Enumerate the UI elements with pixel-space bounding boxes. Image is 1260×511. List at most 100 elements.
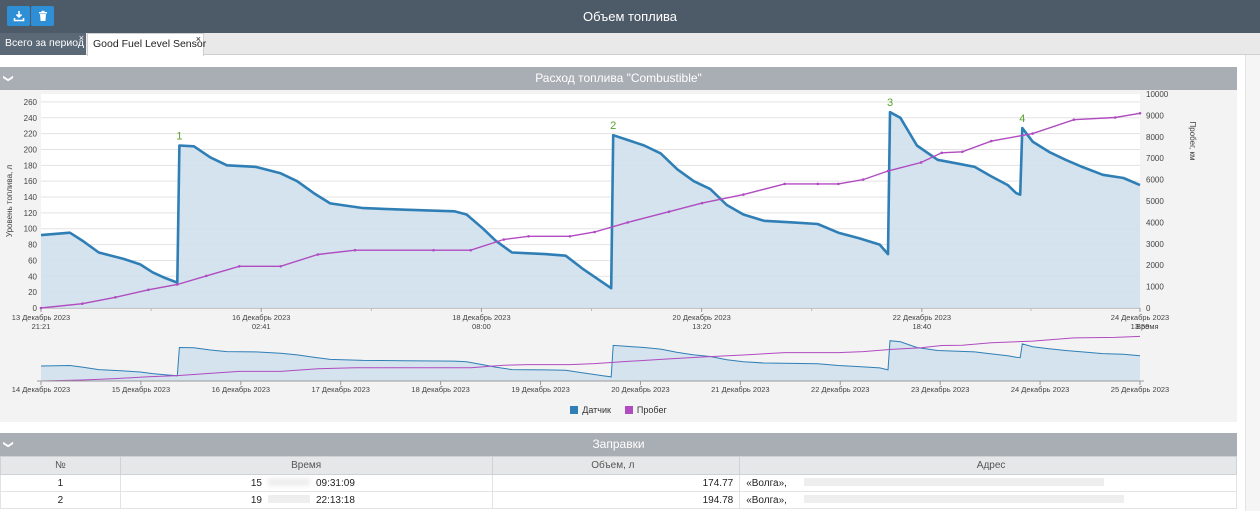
tab-label: Всего за период bbox=[5, 37, 84, 49]
navigator-tick-label: 17 Декабрь 2023 bbox=[312, 385, 370, 394]
navigator-tick-label: 16 Декабрь 2023 bbox=[212, 385, 270, 394]
y2-tick-label: 1000 bbox=[1146, 283, 1164, 292]
navigator-mileage-line bbox=[40, 335, 1141, 382]
mileage-point bbox=[81, 302, 84, 306]
mileage-point bbox=[1072, 118, 1076, 121]
mileage-point bbox=[886, 169, 890, 173]
mileage-point bbox=[626, 221, 629, 224]
y2-tick-label: 6000 bbox=[1146, 176, 1164, 185]
x-tick-label: 08:00 bbox=[472, 322, 491, 331]
mileage-point bbox=[502, 238, 506, 241]
table-row[interactable]: 1 15 09:31:09 174.77 «Волга», bbox=[0, 474, 1237, 492]
title-bar: Объем топлива bbox=[0, 0, 1260, 33]
legend-swatch bbox=[570, 406, 579, 414]
column-header-volume[interactable]: Объем, л bbox=[491, 456, 741, 475]
chevron-down-icon[interactable]: ❯ bbox=[2, 74, 14, 83]
y2-tick-label: 8000 bbox=[1146, 133, 1164, 142]
window-title: Объем топлива bbox=[583, 9, 677, 24]
refuel-section-title: Заправки bbox=[592, 437, 645, 451]
chevron-down-icon[interactable]: ❯ bbox=[2, 440, 14, 449]
y-tick-label: 40 bbox=[28, 272, 37, 281]
navigator-tick-label: 15 Декабрь 2023 bbox=[112, 385, 170, 394]
x-axis-label: Время bbox=[1136, 322, 1159, 331]
mileage-point bbox=[316, 253, 320, 256]
column-header-time[interactable]: Время bbox=[119, 456, 493, 475]
refuel-marker-label: 3 bbox=[887, 97, 893, 109]
y-tick-label: 260 bbox=[24, 98, 38, 107]
navigator-tick-label: 22 Декабрь 2023 bbox=[811, 385, 869, 394]
y-tick-label: 140 bbox=[24, 193, 38, 202]
navigator-tick-label: 18 Декабрь 2023 bbox=[411, 385, 469, 394]
mileage-point bbox=[861, 178, 865, 181]
delete-button[interactable] bbox=[31, 6, 54, 26]
refuel-marker-label: 2 bbox=[610, 120, 616, 132]
refuel-section-header[interactable]: ❯ Заправки bbox=[0, 433, 1237, 456]
mileage-point bbox=[667, 210, 671, 213]
x-tick-label: 16 Декабрь 2023 bbox=[232, 313, 290, 322]
vertical-scrollbar[interactable] bbox=[1245, 55, 1260, 511]
mileage-point bbox=[837, 182, 840, 186]
mileage-point bbox=[432, 248, 435, 252]
cell-number: 1 bbox=[0, 474, 121, 492]
mileage-point bbox=[1138, 111, 1142, 115]
y-tick-label: 60 bbox=[28, 256, 37, 265]
y-tick-label: 180 bbox=[24, 161, 38, 170]
close-icon[interactable]: × bbox=[78, 33, 84, 43]
x-tick-label: 13 Декабрь 2023 bbox=[12, 313, 70, 322]
x-tick-label: 13:59 bbox=[1131, 322, 1150, 331]
time-clock: 09:31:09 bbox=[315, 477, 355, 489]
tab-total-period[interactable]: Всего за период × bbox=[0, 33, 86, 55]
fuel-chart: 0 20 40 60 80 100 120 140 160 180 200 220 240 260 0 100… bbox=[0, 90, 1237, 422]
y-tick-label: 80 bbox=[28, 241, 37, 250]
y2-tick-label: 4000 bbox=[1146, 218, 1164, 227]
mileage-point bbox=[783, 182, 786, 186]
x-tick-label: 18:40 bbox=[912, 322, 931, 331]
chart-section-header[interactable]: ❯ Расход топлива "Combustible" bbox=[0, 67, 1237, 90]
mileage-point bbox=[1113, 116, 1117, 119]
column-header-address[interactable]: Адрес bbox=[739, 456, 1237, 475]
mileage-point bbox=[176, 283, 179, 286]
chart-section-title: Расход топлива "Combustible" bbox=[535, 71, 702, 85]
time-day: 15 bbox=[250, 477, 262, 489]
mileage-point bbox=[353, 248, 357, 252]
cell-time: 15 09:31:09 bbox=[119, 474, 493, 492]
x-tick-label: 13:20 bbox=[692, 322, 711, 331]
x-tick-label: 20 Декабрь 2023 bbox=[672, 313, 730, 322]
y2-tick-label: 3000 bbox=[1146, 240, 1164, 249]
y2-axis-label: Пробег, км bbox=[1188, 122, 1197, 161]
tab-fuel-sensor[interactable]: Good Fuel Level Sensor × bbox=[87, 33, 207, 56]
redacted-text bbox=[803, 477, 1104, 486]
y-tick-label: 240 bbox=[24, 114, 38, 123]
close-icon[interactable]: × bbox=[195, 34, 201, 44]
navigator-tick-label: 25 Декабрь 2023 bbox=[1111, 385, 1169, 394]
legend-item-sensor[interactable]: Датчик bbox=[570, 402, 611, 418]
legend-item-mileage[interactable]: Пробег bbox=[624, 402, 667, 418]
legend-label: Пробег bbox=[636, 405, 667, 415]
mileage-point bbox=[114, 296, 117, 299]
navigator-tick-label: 23 Декабрь 2023 bbox=[911, 385, 969, 394]
navigator-tick-label: 20 Декабрь 2023 bbox=[611, 385, 669, 394]
x-tick-label: 22 Декабрь 2023 bbox=[893, 313, 951, 322]
tab-label: Good Fuel Level Sensor bbox=[93, 38, 207, 50]
table-row[interactable]: 2 19 22:13:18 194.78 «Волга», bbox=[0, 491, 1237, 509]
fuel-chart-svg: 0 20 40 60 80 100 120 140 160 180 200 220 240 260 0 100… bbox=[5, 90, 1197, 394]
y-tick-label: 20 bbox=[28, 288, 37, 297]
mileage-point bbox=[742, 193, 745, 196]
y-tick-label: 120 bbox=[24, 209, 38, 218]
y2-tick-label: 9000 bbox=[1146, 111, 1164, 120]
refuel-marker-label: 1 bbox=[176, 131, 182, 143]
y-tick-label: 220 bbox=[24, 130, 38, 139]
chart-legend: Датчик Пробег bbox=[0, 402, 1237, 418]
download-icon bbox=[13, 11, 24, 22]
y2-tick-label: 2000 bbox=[1146, 261, 1164, 270]
cell-number: 2 bbox=[0, 491, 121, 509]
mileage-point bbox=[568, 235, 572, 238]
navigator-tick-label: 21 Декабрь 2023 bbox=[711, 385, 769, 394]
y-tick-label: 100 bbox=[24, 225, 38, 234]
column-header-number[interactable]: № bbox=[0, 456, 121, 475]
mileage-point bbox=[816, 182, 820, 186]
y-axis-label: Уровень топлива, л bbox=[5, 165, 14, 238]
download-button[interactable] bbox=[7, 6, 30, 26]
mileage-point bbox=[238, 264, 241, 268]
